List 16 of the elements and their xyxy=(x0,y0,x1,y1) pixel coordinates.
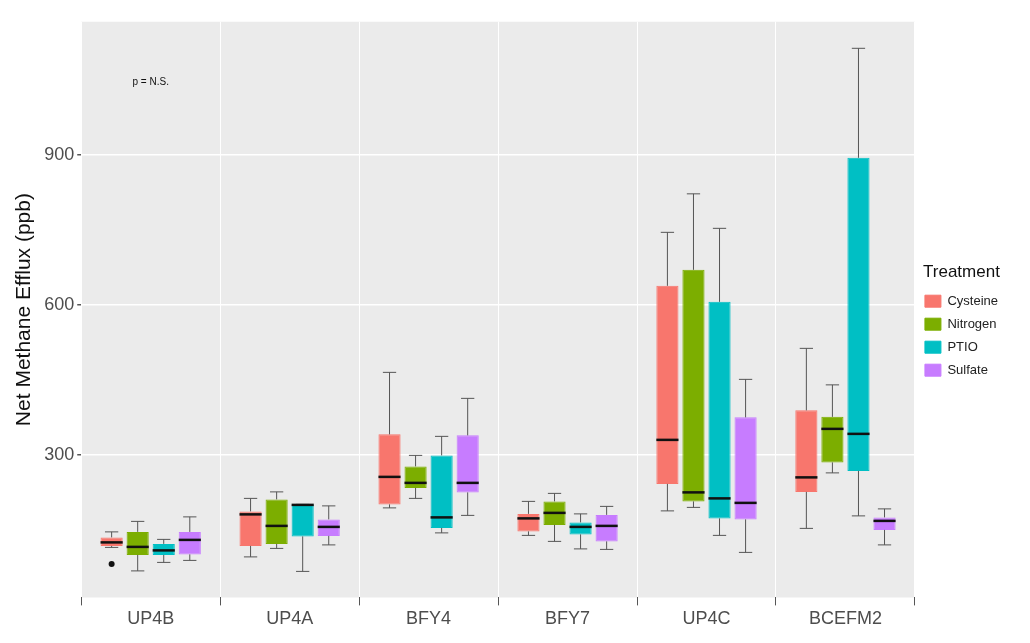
x-tick-label: BFY7 xyxy=(545,608,591,629)
x-tick-label: BFY4 xyxy=(406,608,452,629)
x-tick-label: UP4B xyxy=(127,608,175,629)
legend-label: Sulfate xyxy=(947,361,988,377)
x-tick-label: UP4A xyxy=(266,608,314,629)
y-axis-title: Net Methane Efflux (ppb) xyxy=(11,193,35,427)
y-tick-label: 900 xyxy=(44,143,75,164)
annotation: p = N.S. xyxy=(132,75,169,87)
legend-label: Nitrogen xyxy=(947,315,997,331)
y-tick-label: 300 xyxy=(44,443,75,464)
legend-label: PTIO xyxy=(947,338,978,354)
y-tick-label: 600 xyxy=(44,293,75,314)
x-tick-label: UP4C xyxy=(682,608,731,629)
legend-title: Treatment xyxy=(923,262,1001,282)
x-tick-label: BCEFM2 xyxy=(808,608,882,629)
legend-label: Cysteine xyxy=(947,292,998,308)
